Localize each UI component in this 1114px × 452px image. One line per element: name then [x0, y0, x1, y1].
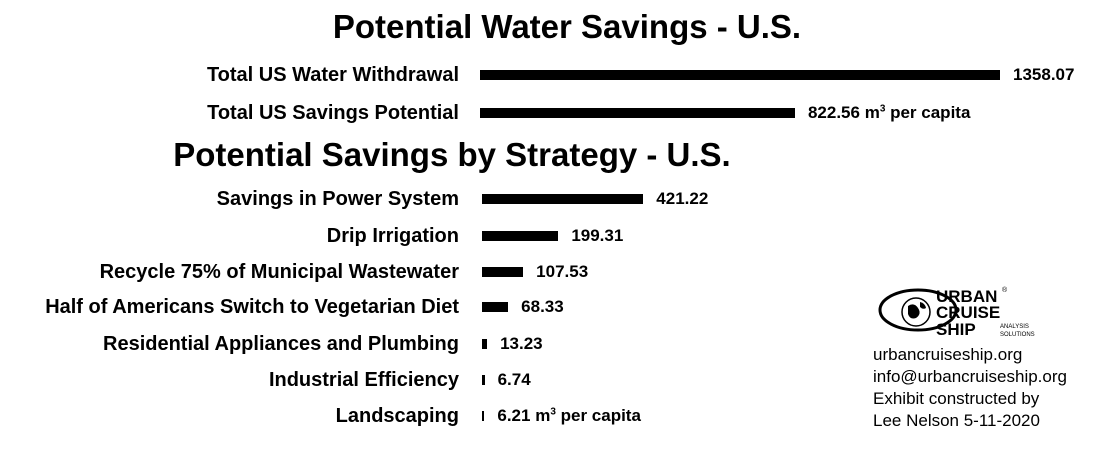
category-label: Industrial Efficiency — [268, 369, 459, 391]
urban-cruise-ship-logo: URBAN ® CRUISE SHIP ANALYSIS SOLUTIONS — [878, 286, 1035, 339]
svg-text:SOLUTIONS: SOLUTIONS — [1000, 332, 1035, 338]
value-number: 822.56 — [807, 103, 860, 122]
bar — [482, 339, 488, 349]
bar — [482, 231, 559, 241]
unit-rest: per capita — [885, 103, 971, 122]
value-label: 6.21 m3 per capita — [497, 406, 641, 426]
svg-text:®: ® — [1002, 286, 1008, 294]
svg-text:URBAN: URBAN — [936, 287, 997, 306]
email-text: info@urbancruiseship.org — [873, 367, 1067, 386]
bar — [480, 108, 795, 118]
unit-base: m — [864, 103, 880, 122]
svg-text:SHIP: SHIP — [936, 320, 976, 339]
category-label: Residential Appliances and Plumbing — [103, 333, 459, 355]
value-number: 6.74 — [497, 370, 531, 389]
value-number: 6.21 — [497, 406, 531, 425]
contact-info: urbancruiseship.org info@urbancruiseship… — [873, 344, 1067, 432]
value-label: 107.53 — [536, 262, 588, 282]
category-label: Drip Irrigation — [326, 225, 459, 247]
value-number: 1358.07 — [1013, 65, 1075, 84]
svg-text:CRUISE: CRUISE — [936, 303, 1000, 322]
value-label: 822.56 m3 per capita — [808, 103, 970, 123]
value-label: 68.33 — [521, 297, 564, 317]
svg-text:ANALYSIS: ANALYSIS — [1000, 324, 1029, 330]
bar — [482, 267, 524, 277]
value-number: 68.33 — [521, 297, 564, 316]
category-label: Total US Water Withdrawal — [206, 64, 459, 86]
unit-label: m3 per capita — [530, 406, 641, 425]
value-label: 13.23 — [500, 334, 543, 354]
category-label: Total US Savings Potential — [207, 102, 459, 124]
value-label: 1358.07 — [1013, 65, 1074, 85]
value-number: 421.22 — [656, 189, 709, 208]
unit-exponent: 3 — [550, 406, 556, 418]
website-text: urbancruiseship.org — [873, 345, 1023, 364]
bar — [482, 194, 644, 204]
unit-exponent: 3 — [879, 103, 886, 115]
value-number: 13.23 — [500, 334, 543, 353]
value-label: 199.31 — [571, 226, 623, 246]
bar — [482, 302, 509, 312]
credit-line-1: Exhibit constructed by — [873, 389, 1040, 408]
category-label: Half of Americans Switch to Vegetarian D… — [45, 296, 459, 318]
bar — [482, 375, 485, 385]
bar — [480, 70, 1000, 80]
value-number: 199.31 — [571, 226, 624, 245]
unit-base: m — [535, 406, 551, 425]
category-label: Landscaping — [335, 405, 459, 427]
value-label: 6.74 — [498, 370, 531, 390]
unit-label: m3 per capita — [860, 103, 971, 122]
unit-rest: per capita — [555, 406, 641, 425]
value-number: 107.53 — [536, 262, 589, 281]
category-label: Savings in Power System — [216, 188, 459, 210]
value-label: 421.22 — [656, 189, 708, 209]
credit-line-2: Lee Nelson 5-11-2020 — [873, 411, 1040, 430]
category-label: Recycle 75% of Municipal Wastewater — [99, 261, 459, 283]
chart-title-main: Potential Water Savings - U.S. — [332, 8, 802, 45]
chart-title-strategy: Potential Savings by Strategy - U.S. — [173, 136, 731, 173]
bar — [482, 411, 485, 421]
